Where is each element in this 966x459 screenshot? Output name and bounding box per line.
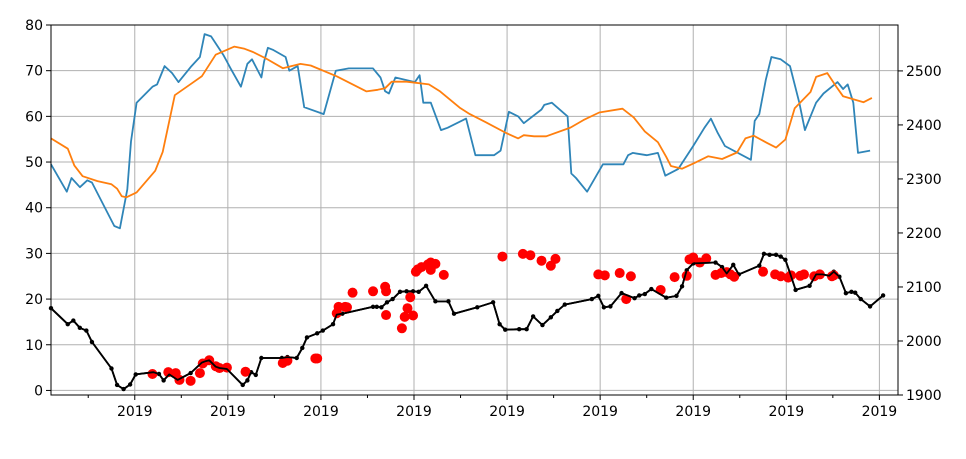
y-tick-label: 20	[25, 292, 43, 308]
series-line-black	[50, 253, 884, 390]
y-tick-label: 40	[25, 201, 43, 217]
y2-tick-label: 2200	[906, 226, 942, 242]
highlight-marker	[405, 292, 416, 303]
highlight-marker	[550, 253, 561, 264]
y2-tick-label: 1900	[906, 388, 942, 404]
highlight-marker	[194, 368, 205, 379]
y-tick-label: 60	[25, 109, 43, 125]
highlight-marker	[497, 251, 508, 262]
highlight-marker	[599, 270, 610, 281]
highlight-marker	[525, 250, 536, 261]
x-tick-label: 2019	[303, 404, 339, 420]
highlight-marker	[729, 271, 740, 282]
highlight-marker	[221, 362, 232, 373]
y-tick-label: 70	[25, 64, 43, 80]
highlight-marker	[536, 255, 547, 266]
y-tick-label: 30	[25, 246, 43, 262]
plot-frame	[50, 24, 899, 396]
axes: 2019 2019 2019 2019 2019 2019 2019 2019 2019 0 10 2…	[25, 18, 941, 420]
highlight-marker	[347, 287, 358, 298]
highlight-marker	[396, 323, 407, 334]
x-tick-label: 2019	[582, 404, 618, 420]
x-tick-label: 2019	[210, 404, 246, 420]
highlight-marker	[438, 269, 449, 280]
highlight-marker	[408, 310, 419, 321]
x-tick-label: 2019	[117, 404, 153, 420]
highlight-markers	[147, 248, 839, 386]
x-tick-label: 2019	[489, 404, 525, 420]
y-tick-label: 80	[25, 18, 43, 34]
highlight-marker	[430, 258, 441, 269]
highlight-marker	[399, 311, 410, 322]
x-tick-label: 2019	[396, 404, 432, 420]
x-tick-label: 2019	[768, 404, 804, 420]
highlight-marker	[798, 269, 809, 280]
y2-tick-label: 2500	[906, 64, 942, 80]
highlight-marker	[240, 366, 251, 377]
highlight-marker	[701, 253, 712, 264]
series-layer	[48, 33, 886, 392]
highlight-marker	[380, 281, 391, 292]
highlight-marker	[341, 302, 352, 313]
x-tick-label: 2019	[675, 404, 711, 420]
y-tick-label: 10	[25, 338, 43, 354]
x-tick-label: 2019	[862, 404, 898, 420]
highlight-marker	[614, 268, 625, 279]
highlight-marker	[147, 368, 158, 379]
highlight-marker	[381, 310, 392, 321]
y2-tick-label: 2000	[906, 334, 942, 350]
y-tick-label: 0	[34, 383, 43, 399]
y-tick-label: 50	[25, 155, 43, 171]
highlight-marker	[185, 375, 196, 386]
highlight-marker	[402, 303, 413, 314]
highlight-marker	[758, 266, 769, 277]
highlight-marker	[517, 248, 528, 259]
highlight-marker	[625, 271, 636, 282]
highlight-marker	[312, 353, 323, 364]
highlight-marker	[669, 272, 680, 283]
y2-tick-label: 2300	[906, 172, 942, 188]
highlight-marker	[775, 271, 786, 282]
series-line-blue	[50, 33, 871, 230]
y2-tick-label: 2400	[906, 118, 942, 134]
highlight-marker	[368, 286, 379, 297]
series-line-orange	[50, 45, 873, 199]
y2-tick-label: 2100	[906, 280, 942, 296]
